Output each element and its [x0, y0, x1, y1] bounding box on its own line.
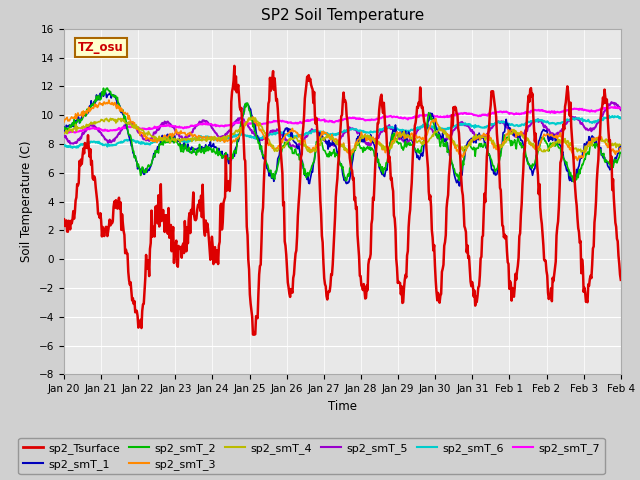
- sp2_Tsurface: [60, 216, 68, 222]
- sp2_smT_5: [292, 144, 300, 150]
- sp2_smT_5: [607, 99, 615, 105]
- sp2_smT_6: [411, 126, 419, 132]
- sp2_smT_7: [65, 130, 72, 136]
- sp2_smT_5: [617, 107, 625, 113]
- Line: sp2_smT_6: sp2_smT_6: [64, 116, 621, 148]
- sp2_smT_1: [70, 124, 78, 130]
- sp2_smT_6: [617, 115, 625, 121]
- sp2_Tsurface: [127, 288, 135, 294]
- Line: sp2_smT_2: sp2_smT_2: [64, 88, 621, 182]
- sp2_smT_3: [185, 131, 193, 136]
- sp2_smT_7: [612, 104, 620, 110]
- sp2_smT_6: [605, 113, 613, 119]
- Legend: sp2_Tsurface, sp2_smT_1, sp2_smT_2, sp2_smT_3, sp2_smT_4, sp2_smT_5, sp2_smT_6, : sp2_Tsurface, sp2_smT_1, sp2_smT_2, sp2_…: [19, 438, 605, 474]
- Line: sp2_smT_1: sp2_smT_1: [64, 92, 621, 186]
- sp2_smT_7: [214, 123, 222, 129]
- sp2_smT_3: [70, 114, 78, 120]
- sp2_smT_7: [128, 124, 136, 130]
- sp2_smT_2: [428, 117, 435, 122]
- sp2_smT_5: [70, 140, 78, 146]
- sp2_smT_5: [184, 134, 192, 140]
- Title: SP2 Soil Temperature: SP2 Soil Temperature: [260, 9, 424, 24]
- sp2_smT_2: [570, 179, 577, 185]
- sp2_smT_6: [214, 137, 222, 143]
- sp2_Tsurface: [214, 248, 221, 254]
- Y-axis label: Soil Temperature (C): Soil Temperature (C): [20, 141, 33, 263]
- sp2_smT_6: [71, 144, 79, 150]
- sp2_smT_2: [214, 153, 222, 158]
- sp2_smT_7: [411, 113, 419, 119]
- sp2_Tsurface: [251, 332, 259, 337]
- sp2_smT_2: [185, 144, 193, 150]
- sp2_smT_5: [428, 126, 435, 132]
- Line: sp2_smT_7: sp2_smT_7: [64, 107, 621, 133]
- sp2_smT_4: [428, 133, 436, 139]
- Line: sp2_smT_5: sp2_smT_5: [64, 102, 621, 147]
- sp2_smT_6: [128, 137, 136, 143]
- sp2_smT_3: [214, 135, 222, 141]
- Text: TZ_osu: TZ_osu: [78, 41, 124, 54]
- sp2_smT_4: [60, 131, 68, 136]
- sp2_smT_1: [214, 147, 222, 153]
- sp2_Tsurface: [230, 63, 238, 69]
- sp2_Tsurface: [428, 228, 436, 233]
- sp2_smT_3: [411, 133, 419, 139]
- sp2_smT_6: [428, 123, 435, 129]
- sp2_smT_2: [617, 150, 625, 156]
- sp2_smT_7: [428, 112, 435, 118]
- sp2_smT_7: [185, 124, 193, 130]
- sp2_smT_1: [411, 146, 419, 152]
- Line: sp2_Tsurface: sp2_Tsurface: [64, 66, 621, 335]
- sp2_smT_4: [214, 136, 221, 142]
- sp2_smT_6: [68, 145, 76, 151]
- sp2_smT_6: [60, 143, 68, 148]
- sp2_smT_7: [71, 130, 79, 135]
- sp2_Tsurface: [70, 216, 78, 222]
- sp2_smT_2: [411, 146, 419, 152]
- sp2_smT_5: [127, 121, 135, 127]
- sp2_smT_5: [60, 133, 68, 139]
- sp2_Tsurface: [184, 240, 192, 246]
- sp2_smT_3: [573, 157, 581, 163]
- sp2_smT_3: [428, 119, 435, 125]
- sp2_smT_3: [60, 119, 68, 125]
- sp2_smT_4: [412, 136, 419, 142]
- sp2_Tsurface: [412, 120, 419, 126]
- sp2_smT_7: [60, 128, 68, 134]
- sp2_smT_1: [456, 183, 463, 189]
- sp2_smT_4: [346, 150, 353, 156]
- Line: sp2_smT_3: sp2_smT_3: [64, 100, 621, 160]
- Line: sp2_smT_4: sp2_smT_4: [64, 118, 621, 153]
- sp2_Tsurface: [617, 277, 625, 283]
- sp2_smT_4: [617, 142, 625, 148]
- sp2_smT_2: [60, 126, 68, 132]
- sp2_smT_4: [184, 135, 192, 141]
- sp2_smT_3: [617, 145, 625, 151]
- sp2_smT_2: [70, 117, 78, 122]
- sp2_smT_1: [128, 142, 136, 148]
- sp2_smT_1: [60, 124, 68, 130]
- X-axis label: Time: Time: [328, 400, 357, 413]
- sp2_smT_4: [245, 115, 253, 120]
- sp2_smT_1: [185, 148, 193, 154]
- sp2_smT_2: [128, 144, 136, 150]
- sp2_smT_4: [127, 122, 135, 128]
- sp2_smT_3: [128, 120, 136, 125]
- sp2_smT_5: [411, 132, 419, 138]
- sp2_smT_6: [185, 138, 193, 144]
- sp2_smT_4: [70, 126, 78, 132]
- sp2_smT_3: [105, 97, 113, 103]
- sp2_smT_5: [214, 132, 221, 138]
- sp2_smT_1: [428, 114, 435, 120]
- sp2_smT_1: [617, 143, 625, 148]
- sp2_smT_2: [104, 85, 111, 91]
- sp2_smT_7: [617, 105, 625, 111]
- sp2_smT_1: [98, 89, 106, 95]
